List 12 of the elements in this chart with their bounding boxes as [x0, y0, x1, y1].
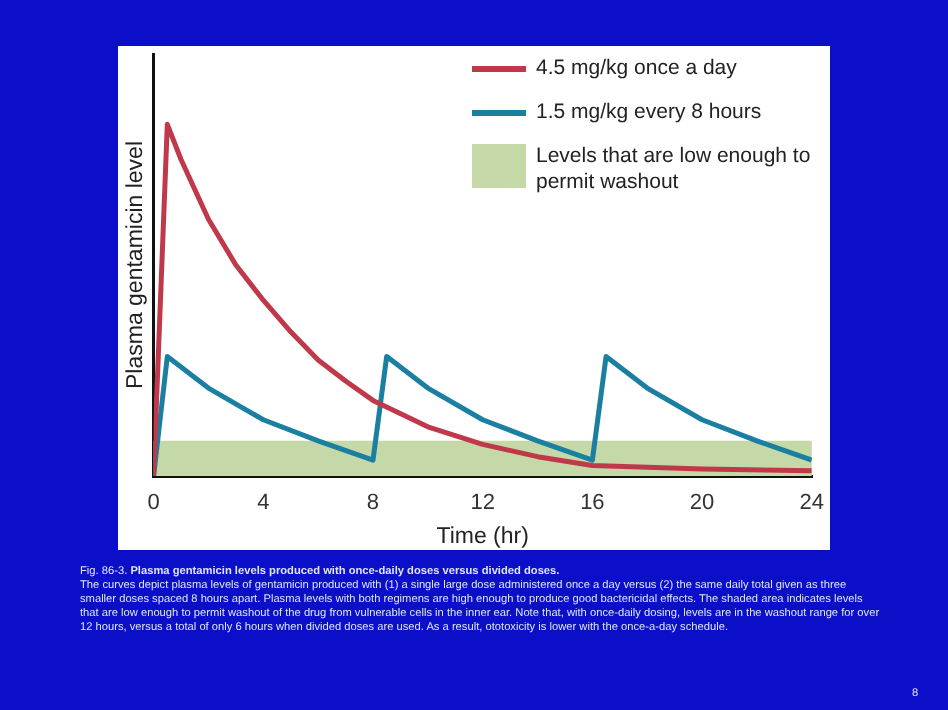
legend-label: Levels that are low enough to permit washout [536, 144, 813, 196]
y-axis-title: Plasma gentamicin level [124, 140, 149, 390]
x-tick-label: 0 [147, 491, 160, 516]
x-tick-label: 12 [470, 491, 495, 516]
x-axis-title: Time (hr) [436, 524, 530, 549]
x-tick-label: 4 [257, 491, 270, 516]
x-tick-label: 16 [580, 491, 605, 516]
x-tick-label: 24 [799, 491, 825, 516]
legend-label: 1.5 mg/kg every 8 hours [536, 100, 762, 126]
x-tick-label: 8 [366, 491, 380, 516]
x-tick-label: 20 [689, 491, 715, 516]
legend-label: 4.5 mg/kg once a day [536, 56, 737, 82]
